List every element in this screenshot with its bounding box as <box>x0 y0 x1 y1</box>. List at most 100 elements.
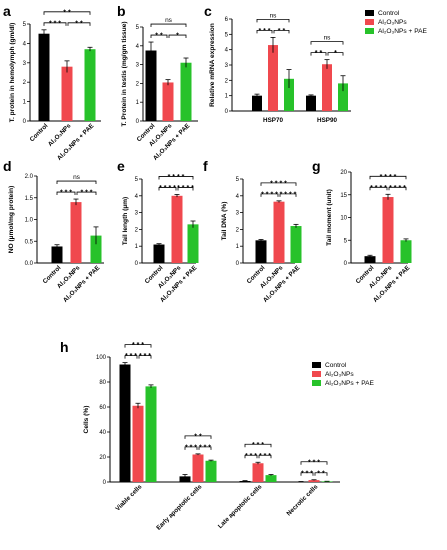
significance-bracket-e <box>158 176 194 180</box>
significance-bracket-c <box>256 19 290 23</box>
significance-bracket-h <box>184 446 198 450</box>
bar-h <box>265 475 277 482</box>
significance-bracket-h <box>258 454 272 459</box>
significance-label-g: * * * * <box>389 185 406 192</box>
significance-label-e: * * * * <box>177 185 194 192</box>
y-tick-label-g: 0 <box>344 261 348 267</box>
bar-h <box>192 454 204 482</box>
y-tick-label-b: 4 <box>136 44 140 50</box>
bar-d <box>51 246 63 263</box>
bar-h <box>132 405 144 482</box>
bar-h <box>205 460 217 482</box>
y-tick-label-c: 3 <box>225 63 229 69</box>
significance-label-f: * * * * <box>280 191 297 198</box>
bar-b <box>145 50 157 121</box>
significance-bracket-b <box>150 34 168 39</box>
bar-h <box>308 480 320 482</box>
significance-label-h: * * * <box>199 444 211 451</box>
significance-label-c: ns <box>324 35 332 42</box>
bar-g <box>382 197 394 263</box>
y-tick-label-c: 4 <box>225 48 229 54</box>
significance-label-d: ns <box>73 174 81 181</box>
y-tick-label-b: 3 <box>136 63 140 69</box>
significance-label-e: * * * * <box>168 174 185 181</box>
significance-bracket-e <box>177 187 194 191</box>
y-tick-label-c: 2 <box>225 78 229 84</box>
panel-label-b: b <box>117 3 126 19</box>
significance-label-b: ns <box>165 17 173 24</box>
significance-bracket-c <box>310 52 327 56</box>
y-tick-label-c: 5 <box>225 32 229 38</box>
y-axis-label-e: Tail length (µm) <box>122 197 129 245</box>
x-tick-label-h: Necrotic cells <box>286 483 320 517</box>
y-tick-label-c: 6 <box>225 17 229 23</box>
significance-label-h: * * * <box>259 453 271 460</box>
significance-bracket-h <box>314 472 328 476</box>
bar-h <box>145 386 157 482</box>
y-tick-label-h: 100 <box>96 355 107 361</box>
bar-h <box>252 463 264 482</box>
x-tick-label-h: Early apoptotic cells <box>155 483 204 532</box>
significance-bracket-c <box>273 30 290 34</box>
y-tick-label-b: 1 <box>136 100 140 106</box>
bar-g <box>400 240 412 263</box>
legend-label-c: Al₂O₃NPs + PAE <box>378 28 428 35</box>
y-tick-label-a: 5 <box>23 22 27 28</box>
y-tick-label-d: 0.0 <box>25 261 34 267</box>
bar-a <box>38 33 50 122</box>
significance-label-d: * * * <box>60 190 72 197</box>
panel-label-h: h <box>60 339 69 355</box>
significance-label-a: * * <box>63 9 71 16</box>
significance-bracket-c <box>256 30 273 34</box>
y-tick-label-a: 4 <box>23 41 27 47</box>
panel-label-f: f <box>203 158 208 174</box>
legend-swatch-h <box>312 362 321 368</box>
significance-label-h: * * * <box>139 353 151 360</box>
y-tick-label-e: 3 <box>135 211 139 217</box>
significance-label-f: * * * * <box>270 180 287 187</box>
y-tick-label-g: 15 <box>340 193 347 199</box>
y-tick-label-e: 0 <box>135 261 139 267</box>
y-tick-label-e: 2 <box>135 227 139 233</box>
significance-bracket-h <box>300 472 314 476</box>
bar-e <box>153 244 165 263</box>
y-axis-label-h: Cells (%) <box>83 406 90 434</box>
y-axis-label-g: Tail moment (unit) <box>326 189 333 246</box>
y-tick-label-f: 3 <box>236 211 240 217</box>
significance-bracket-h <box>244 454 258 459</box>
panel-label-d: d <box>3 158 12 174</box>
y-axis-label-a: T. protein in hemolymph (gm/dl) <box>9 23 16 123</box>
significance-label-h: * * * <box>132 342 144 349</box>
significance-label-c: * * * <box>258 28 270 35</box>
y-tick-label-f: 5 <box>236 177 240 183</box>
y-tick-label-h: 40 <box>99 430 106 436</box>
significance-bracket-h <box>244 443 272 448</box>
legend-swatch-c <box>365 28 374 34</box>
significance-bracket-g <box>369 175 407 180</box>
y-tick-label-c: 0 <box>225 109 229 115</box>
significance-bracket-a <box>43 22 67 26</box>
significance-label-h: * * * <box>185 444 197 451</box>
y-tick-label-b: 0 <box>136 119 140 125</box>
y-tick-label-a: 3 <box>23 61 27 67</box>
legend-swatch-h <box>312 371 321 377</box>
significance-label-c: * <box>334 50 337 57</box>
significance-bracket-h <box>184 435 212 439</box>
x-tick-label-a: Control <box>29 122 50 143</box>
y-tick-label-e: 4 <box>135 194 139 200</box>
panel-d: d0.00.51.01.52.0NO (µmol/mg protein)Cont… <box>3 158 104 304</box>
significance-bracket-g <box>388 186 407 191</box>
bar-c <box>322 64 332 111</box>
y-tick-label-h: 60 <box>99 405 106 411</box>
panel-h: h 0 20 40 60 80 100 Cells (%) Viable cells Early … <box>60 339 375 532</box>
y-tick-label-g: 5 <box>344 238 348 244</box>
bar-d <box>70 202 82 263</box>
legend-swatch-c <box>365 10 374 16</box>
y-tick-label-a: 2 <box>23 80 27 86</box>
bar-a <box>84 49 96 121</box>
significance-bracket-b <box>168 34 187 39</box>
legend-label-c: Control <box>378 10 400 17</box>
significance-bracket-a <box>43 11 91 15</box>
